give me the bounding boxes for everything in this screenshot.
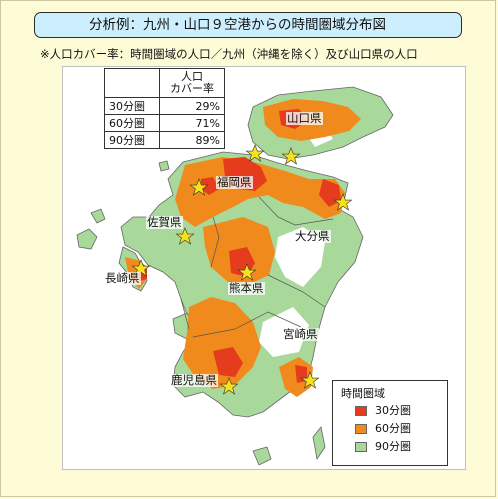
- legend-title: 時間圏域: [341, 387, 385, 400]
- star-icon: [189, 178, 209, 196]
- prefecture-boundaries: [180, 196, 334, 338]
- legend-item: 30分圏: [355, 405, 411, 417]
- table-row: 90分圏 89%: [104, 131, 225, 149]
- star-icon: [300, 371, 320, 389]
- coverage-table-header-row: 人口 カバー率: [104, 68, 225, 98]
- legend-label: 60分圏: [375, 422, 411, 435]
- pref-label-yamaguchi: 山口県: [286, 111, 323, 125]
- coverage-table-header: 人口 カバー率: [159, 68, 225, 98]
- legend-swatch-60: [355, 424, 367, 434]
- coverage-note: ※人口カバー率：時間圏域の人口／九州（沖縄を除く）及び山口県の人口: [40, 47, 418, 61]
- legend-label: 30分圏: [375, 404, 411, 417]
- page-title: 分析例：九州・山口９空港からの時間圏域分布図: [34, 12, 462, 38]
- star-icon: [219, 377, 239, 395]
- star-icon: [333, 193, 353, 211]
- airports: [131, 144, 353, 395]
- star-icon: [245, 144, 265, 162]
- coverage-row-label: 30分圏: [104, 97, 160, 115]
- coverage-row-label: 90分圏: [104, 131, 160, 149]
- pref-label-nagasaki: 長崎県: [104, 271, 141, 285]
- star-icon: [237, 263, 257, 281]
- table-row: 60分圏 71%: [104, 114, 225, 132]
- legend-label: 90分圏: [375, 440, 411, 453]
- title-text: 分析例：九州・山口９空港からの時間圏域分布図: [89, 17, 386, 33]
- star-icon: [131, 259, 151, 277]
- coverage-table-corner: [104, 68, 160, 98]
- legend-item: 60分圏: [355, 423, 411, 435]
- legend-swatch-90: [355, 442, 367, 452]
- coverage-table: 人口 カバー率 30分圏 29% 60分圏 71% 90分圏 89%: [104, 68, 225, 149]
- coverage-row-value: 89%: [159, 131, 225, 149]
- pref-label-miyazaki: 宮崎県: [282, 327, 319, 341]
- pref-label-fukuoka: 福岡県: [216, 175, 253, 189]
- map-legend: 時間圏域 30分圏 60分圏 90分圏: [332, 380, 448, 466]
- legend-item: 90分圏: [355, 441, 411, 453]
- table-row: 30分圏 29%: [104, 97, 225, 115]
- coverage-row-label: 60分圏: [104, 114, 160, 132]
- coverage-row-value: 29%: [159, 97, 225, 115]
- legend-swatch-30: [355, 406, 367, 416]
- star-icon: [281, 147, 301, 165]
- star-icon: [175, 227, 195, 245]
- pref-label-kumamoto: 熊本県: [228, 281, 265, 295]
- pref-label-kagoshima: 鹿児島県: [170, 373, 218, 387]
- coverage-row-value: 71%: [159, 114, 225, 132]
- pref-label-oita: 大分県: [294, 229, 331, 243]
- pref-label-saga: 佐賀県: [146, 215, 183, 229]
